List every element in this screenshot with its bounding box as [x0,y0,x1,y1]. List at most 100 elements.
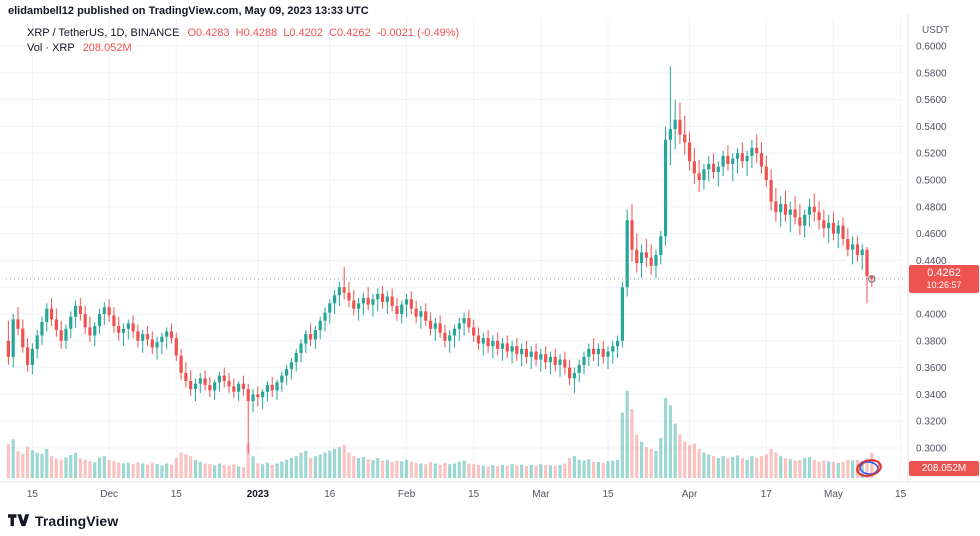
ohlc-low: L0.4202 [283,27,323,39]
volume-bar [83,459,87,478]
axis-lines [0,14,980,483]
volume-bar [337,447,341,478]
volume-bar [505,465,509,478]
volume-bar [304,450,308,478]
volume-bar [755,458,759,478]
volume-label[interactable]: Vol · XRP [27,42,75,54]
volume-bar [572,456,577,478]
price-scale[interactable]: 0.6000 0.5800 0.5600 0.5400 0.5200 0.5000 0.48… [916,42,947,455]
volume-bar [721,456,725,478]
candle-body [395,305,399,314]
volume-bar [409,461,413,478]
grid-layer [0,18,903,482]
volume-bar [606,461,610,478]
volume-bar [265,462,270,478]
time-tick-label: Dec [100,489,118,500]
volume-bar [313,456,317,478]
volume-bar [88,461,92,478]
candle-body [337,287,341,296]
candle-body [558,359,562,365]
volume-bar [807,456,812,478]
candle-body [203,378,207,386]
time-scale[interactable]: 15 Dec 15 2023 16 Feb 15 Mar 15 Apr 17 May 15 [27,489,907,500]
volume-bar [49,456,54,478]
candle-body [721,155,725,167]
candle-body [232,386,236,392]
candle-body [54,319,58,331]
volume-bar [69,455,73,478]
candle-body [596,348,600,355]
candle-body [189,381,193,390]
candle-body [428,320,433,329]
candle-body [673,119,677,130]
volume-bar [424,464,428,478]
candle-body [548,356,553,363]
volume-bar [788,459,792,478]
candle-body [121,328,126,333]
candle-body [841,225,845,239]
volume-bar [131,464,135,478]
volume-bar [462,460,466,478]
candle-body [261,391,265,398]
candle-body [740,153,744,162]
ohlc-change: -0.0021 (-0.49%) [376,27,460,39]
candle-body [452,328,457,336]
time-tick-label: 15 [171,489,183,500]
candle-body [639,252,644,264]
time-tick-label: 17 [761,489,773,500]
candle-body [390,296,394,306]
candle-body [6,340,10,357]
volume-bar [256,463,260,478]
volume-bar [222,464,226,478]
candle-body [798,217,802,226]
candle-body [165,331,169,337]
candle-body [496,340,500,349]
price-tick-label: 0.3600 [916,363,947,374]
volume-bar [414,462,418,478]
candle-body [131,323,135,332]
volume-bar [654,450,658,478]
volume-bar [500,464,505,478]
volume-bar [534,465,538,478]
candle-body [659,236,663,256]
price-tick-label: 0.4000 [916,310,947,321]
candle-body [78,305,82,314]
candle-body [836,225,840,234]
candle-body [611,346,615,352]
tradingview-branding[interactable]: TradingView [8,513,118,529]
candle-body [433,323,437,329]
candle-body [97,314,102,327]
volume-badge: 208.052M [909,461,979,476]
time-tick-label: Mar [532,489,550,500]
volume-bar [568,458,572,478]
volume-bar [309,458,313,478]
candle-body [217,375,222,383]
volume-bar [371,459,375,478]
candle-body [443,332,447,341]
price-tick-label: 0.3400 [916,390,947,401]
candle-body [385,296,389,302]
ohlc-high: H0.4288 [235,27,278,39]
volume-bar [356,458,361,478]
volume-bar [630,409,634,478]
volume-bar [774,452,778,478]
price-tick-label: 0.5600 [916,95,947,106]
candle-body [644,252,648,258]
candle-body [831,222,836,234]
volume-bar [433,463,437,478]
volume-bar [275,463,279,478]
candle-body [64,328,68,341]
symbol-title[interactable]: XRP / TetherUS, 1D, BINANCE [27,27,180,39]
candle-body [553,356,557,365]
volume-bar [625,390,629,478]
volume-bar [639,441,644,478]
volume-bar [764,454,768,478]
volume-bar [452,463,457,478]
volume-bar [779,456,783,478]
candle-body [313,330,317,340]
candle-body [568,367,572,379]
candle-body [750,147,754,156]
candle-body [635,249,639,264]
candle-body [544,354,548,363]
